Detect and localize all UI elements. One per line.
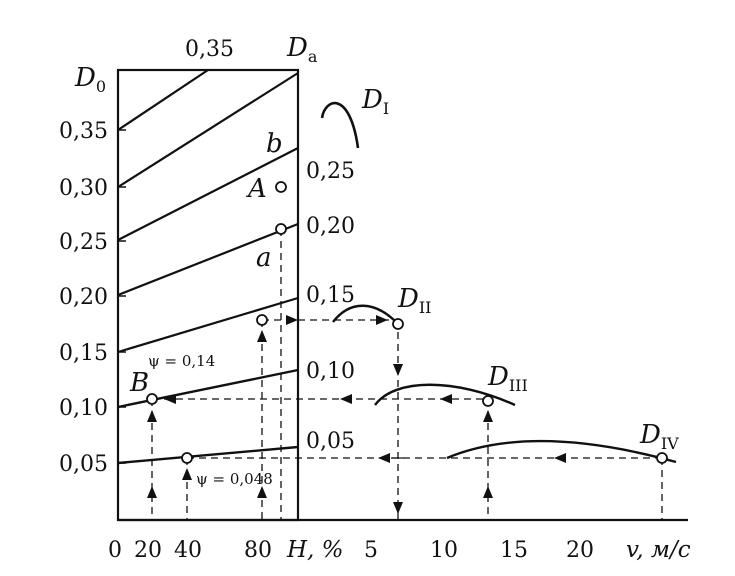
mid-scale-label: 0,05 <box>306 429 355 454</box>
point-B-marker <box>146 393 158 405</box>
top-scale-value: 0,35 <box>185 37 234 62</box>
point-marker <box>181 452 193 464</box>
psi-upper-label: ψ = 0,14 <box>148 352 215 370</box>
d-line-7 <box>117 445 299 465</box>
curve-d-ii <box>332 304 399 325</box>
h-tick-label: 40 <box>174 538 202 563</box>
left-tick-label: 0,15 <box>59 341 108 366</box>
v-tick-label: 20 <box>566 538 594 563</box>
point-d-iv-marker <box>656 452 668 464</box>
left-tick-label: 0,35 <box>59 119 108 144</box>
left-tick-label: 0,25 <box>59 230 108 255</box>
point-markers <box>146 181 668 464</box>
v-tick-label: 15 <box>500 538 528 563</box>
left-tick-label: 0,05 <box>59 452 108 477</box>
curve-label-d-iii: DIII <box>487 362 528 395</box>
curve-d-iv <box>446 440 677 464</box>
arrowheads <box>147 315 566 514</box>
d-line-4 <box>117 222 299 297</box>
point-marker <box>256 314 268 326</box>
construction-lines <box>151 229 663 520</box>
left-axis-labels: 0,35 0,30 0,25 0,20 0,15 0,10 0,05 <box>59 119 108 477</box>
point-label-a: a <box>256 243 272 273</box>
curve-label-d-ii: DII <box>397 284 432 317</box>
d-line-2 <box>117 72 299 188</box>
point-A-marker <box>275 181 287 193</box>
left-tick-label: 0,20 <box>59 285 108 310</box>
d-line-3 <box>117 147 299 241</box>
top-scale-title: Da <box>286 33 318 66</box>
h-tick-label: 80 <box>244 538 272 563</box>
d-line-5 <box>117 296 299 354</box>
left-axis-ticks <box>118 129 126 464</box>
curve-label-d-i: DI <box>361 85 389 118</box>
point-a-marker <box>275 223 287 235</box>
v-tick-label: 10 <box>430 538 458 563</box>
mid-scale-labels: 0,25 0,20 0,15 0,10 0,05 <box>306 159 355 454</box>
h-tick-label: 20 <box>134 538 162 563</box>
curve-d-iii <box>374 383 516 407</box>
point-d-ii-marker <box>392 318 404 330</box>
d-line-1 <box>117 69 209 131</box>
h-axis-label: H, % <box>286 537 344 563</box>
point-label-A: A <box>246 174 267 204</box>
mid-scale-label: 0,25 <box>306 159 355 184</box>
bottom-axis-labels: 0 20 40 80 5 10 15 20 <box>108 538 594 563</box>
v-tick-label: 5 <box>364 538 378 563</box>
left-tick-label: 0,30 <box>59 176 108 201</box>
psi-lower-label: ψ = 0,048 <box>196 470 273 488</box>
curve-label-d-iv: DIV <box>639 420 679 453</box>
mid-scale-label: 0,10 <box>306 359 355 384</box>
curve-d-i <box>320 101 360 149</box>
point-d-iii-marker <box>482 395 494 407</box>
h-tick-label: 0 <box>108 538 122 563</box>
mid-scale-label: 0,15 <box>306 283 355 308</box>
left-tick-label: 0,10 <box>59 396 108 421</box>
point-label-b-lower: b <box>266 129 283 159</box>
mid-scale-label: 0,20 <box>306 214 355 239</box>
point-label-B: B <box>129 368 149 398</box>
left-axis-title: D0 <box>74 63 106 96</box>
v-axis-label: v, м/с <box>626 537 691 563</box>
